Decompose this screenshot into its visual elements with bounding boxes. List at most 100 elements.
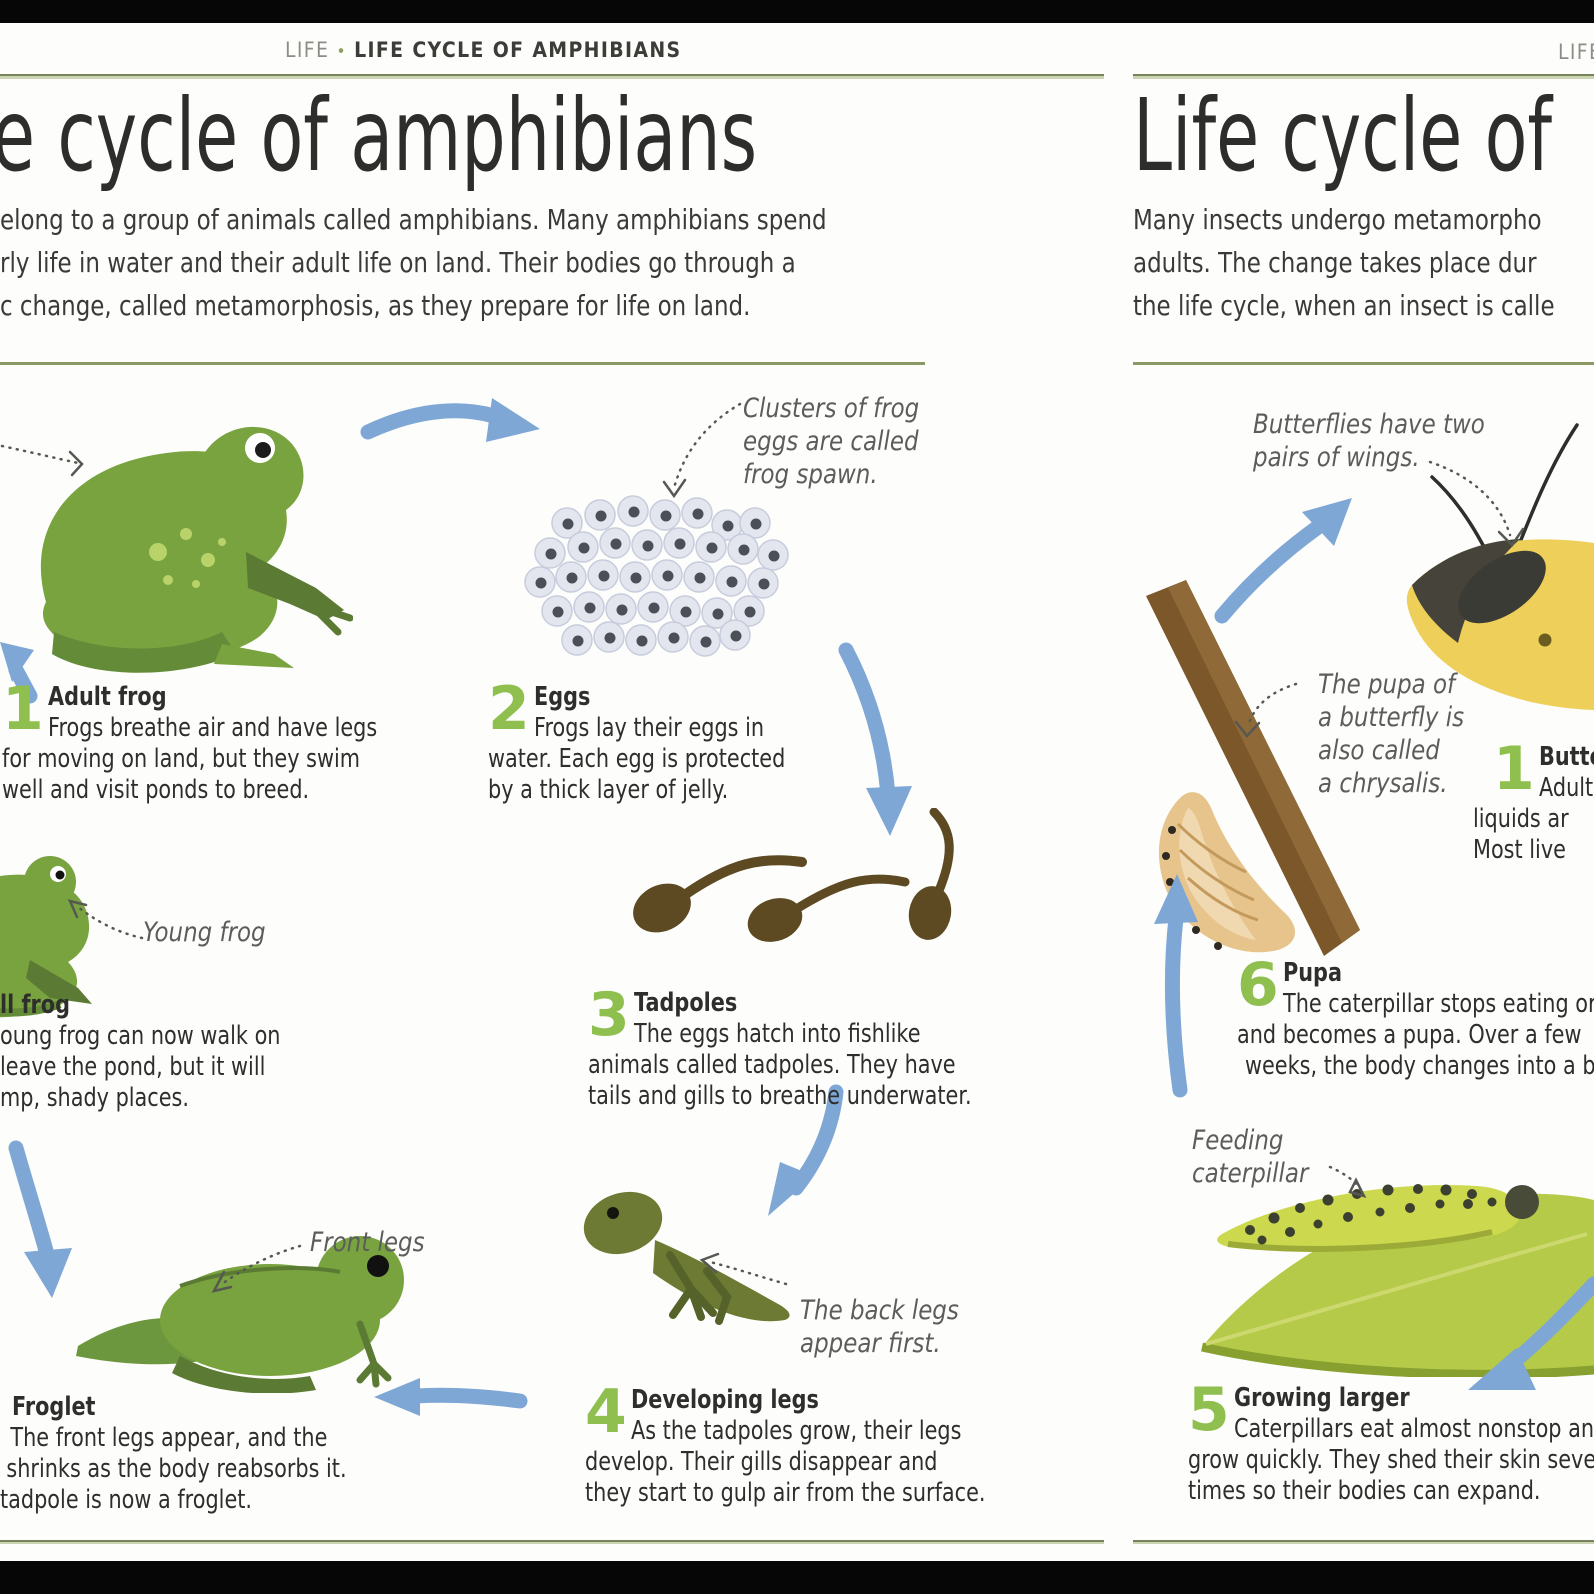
step-number-row: 2 Eggs Frogs lay their eggs in [488,674,918,744]
left-page-intro-rule [0,362,925,365]
step-heading: Pupa [1283,958,1342,988]
step-line: they start to gulp air from the surface. [585,1478,986,1508]
step-line: animals called tadpoles. They have [588,1050,956,1080]
step-line: grow quickly. They shed their skin sever [1188,1445,1594,1475]
header-section-label: LIFE [285,38,330,62]
step-heading: Adult frog [48,682,167,712]
step-number: 3 [588,980,630,1050]
left-page-bottom-rule [0,1540,1104,1544]
annotation-line: Feeding [1192,1125,1284,1156]
step-line: Frogs breathe air and have legs [48,713,378,743]
annotation-line: a chrysalis. [1318,768,1448,799]
intro-line: rly life in water and their adult life o… [0,246,796,279]
left-page-top-rule [0,74,1104,79]
intro-line: adults. The change takes place dur [1133,246,1537,279]
adult-frog-illustration [40,426,353,673]
step-line: tails and gills to breathe underwater. [588,1081,972,1111]
annotation-back-legs: The back legs appear first. [800,1294,987,1360]
header-chapter-label: LIFE CYCLE OF AMPHIBIANS [354,38,682,62]
header-bullet: • [336,42,347,62]
step-number-row: 4 Developing legs As the tadpoles grow, … [585,1377,1025,1447]
bottom-letterbox-bar [0,1561,1594,1594]
step-line: The eggs hatch into fishlike [634,1019,921,1049]
step-adult-frog: 1 Adult frog Frogs breathe air and have … [2,674,432,806]
step-line: The front legs appear, and the [10,1423,328,1453]
step-line: Most live [1473,835,1566,865]
step-line: leave the pond, but it will [0,1052,266,1082]
intro-line: elong to a group of animals called amphi… [0,203,827,236]
step-butterfly: 1 Butte Adult liquids ar Most live [1473,734,1594,866]
step-line: Adult [1539,773,1594,803]
step-line: well and visit ponds to breed. [2,775,310,805]
frog-spawn-illustration [524,495,789,657]
right-page-top-rule [1133,74,1594,79]
step-text: Tadpoles The eggs hatch into fishlike [634,988,992,1050]
step-number: 5 [1188,1375,1230,1445]
annotation-line: Front legs [310,1227,425,1258]
butterfly-illustration [1406,423,1594,710]
step-line: tadpole is now a froglet. [0,1485,253,1515]
step-line: Caterpillars eat almost nonstop an [1234,1414,1594,1444]
annotation-pupa: The pupa of a butterfly is also called a… [1318,668,1490,800]
annotation-line: The back legs [800,1295,959,1326]
step-line: shrinks as the body reabsorbs it. [6,1454,347,1484]
right-page-intro-rule [1133,362,1594,365]
step-number: 4 [585,1377,627,1447]
step-developing-legs: 4 Developing legs As the tadpoles grow, … [585,1377,1025,1509]
step-number-row: 6 Pupa The caterpillar stops eating or [1237,955,1594,1020]
top-letterbox-bar [0,0,1594,23]
annotation-young-frog: Young frog [143,916,287,949]
step-number: 1 [1493,734,1535,804]
step-number-row: 3 Tadpoles The eggs hatch into fishlike [588,980,1018,1050]
step-line: for moving on land, but they swim [2,744,361,774]
leaf-caterpillar-illustration [1201,1184,1594,1377]
step-line: As the tadpoles grow, their legs [631,1416,962,1446]
right-page-header: LIFE [1558,40,1594,64]
step-pupa: 6 Pupa The caterpillar stops eating or a… [1237,955,1594,1082]
step-line: weeks, the body changes into a bu [1245,1051,1594,1081]
step-line: develop. Their gills disappear and [585,1447,938,1477]
tadpoles-illustration [633,808,954,942]
step-line: and becomes a pupa. Over a few [1237,1020,1582,1050]
annotation-line: also called [1318,735,1440,766]
step-line: times so their bodies can expand. [1188,1476,1541,1506]
annotation-line: Young frog [143,917,266,948]
step-line: Frogs lay their eggs in [534,713,765,743]
annotation-line: pairs of wings. [1253,442,1420,473]
left-page-header: LIFE • LIFE CYCLE OF AMPHIBIANS [285,38,681,62]
developing-tadpole-illustration [583,1191,790,1325]
right-page-intro: Many insects undergo metamorpho adults. … [1133,198,1594,327]
step-growing-larger: 5 Growing larger Caterpillars eat almost… [1188,1375,1594,1507]
annotation-line: a butterfly is [1318,702,1465,733]
step-line: mp, shady places. [0,1083,189,1113]
annotation-line: Butterflies have two [1253,409,1485,440]
step-heading: ll frog [0,990,70,1020]
step-tadpoles: 3 Tadpoles The eggs hatch into fishlike … [588,980,1018,1112]
step-froglet: Froglet The front legs appear, and the s… [0,1392,380,1516]
step-number: 2 [488,674,530,744]
annotation-line: appear first. [800,1328,941,1359]
step-line: by a thick layer of jelly. [488,775,729,805]
intro-line: c change, called metamorphosis, as they … [0,289,751,322]
step-line: The caterpillar stops eating or [1283,989,1594,1019]
step-heading: Growing larger [1234,1383,1410,1413]
header-section-label: LIFE [1558,40,1594,64]
step-text: Developing legs As the tadpoles grow, th… [631,1385,1044,1447]
left-page-intro: elong to a group of animals called amphi… [0,198,1008,327]
step-heading: Froglet [12,1392,96,1422]
right-page-bottom-rule [1133,1540,1594,1544]
step-heading: Eggs [534,682,591,712]
small-frog-illustration [0,856,92,1018]
step-line: liquids ar [1473,804,1569,834]
step-number: 1 [2,674,44,744]
step-eggs: 2 Eggs Frogs lay their eggs in water. Ea… [488,674,918,806]
intro-line: Many insects undergo metamorpho [1133,203,1542,236]
step-text: Growing larger Caterpillars eat almost n… [1234,1383,1594,1445]
step-text: Butte Adult [1539,742,1594,804]
step-heading: Butte [1539,742,1594,772]
annotation-front-legs: Front legs [310,1226,445,1259]
right-page-title: Life cycle of [1133,77,1553,194]
step-text: Adult frog Frogs breathe air and have le… [48,682,460,744]
step-heading: Tadpoles [634,988,738,1018]
